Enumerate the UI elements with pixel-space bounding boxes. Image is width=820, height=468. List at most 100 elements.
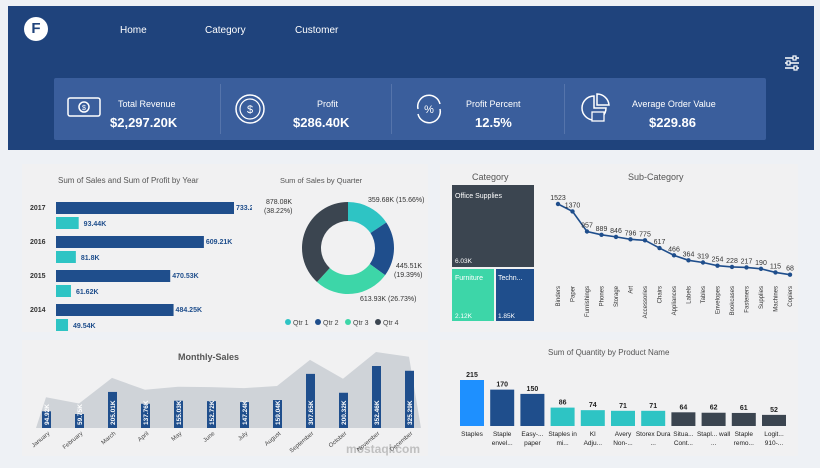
product-quantity-bar (731, 412, 756, 426)
product-tick-label: paper (524, 440, 541, 447)
subcategory-data-label: 254 (712, 257, 724, 264)
legend-marker (345, 319, 351, 325)
legend-marker (375, 319, 381, 325)
dashboard-header: F Home Category Customer $ Total Revenue… (8, 6, 814, 150)
monthly-data-label: 205.01K (110, 400, 117, 425)
profit-bar (56, 251, 76, 263)
subcategory-point (758, 266, 764, 271)
monthly-data-label: 307.65K (308, 400, 315, 425)
legend-label: Qtr 2 (323, 320, 339, 327)
category-title: Category (472, 172, 509, 182)
subcategory-point (744, 265, 749, 270)
brand-logo[interactable]: F (24, 17, 48, 41)
nav-home[interactable]: Home (120, 25, 147, 36)
filter-sliders-icon[interactable] (784, 55, 800, 71)
month-tick-label: February (62, 431, 84, 451)
year-tick-label: 2015 (30, 273, 46, 280)
monthly-sales-bar (372, 366, 381, 428)
profit-data-label: 49.54K (73, 323, 96, 330)
subcategory-tick-label: Chairs (658, 286, 664, 303)
year-chart-title: Sum of Sales and Sum of Profit by Year (58, 176, 199, 185)
product-data-label: 74 (589, 402, 597, 409)
product-tick-label: Staple (493, 431, 512, 438)
quarter-donut-chart[interactable]: 359.68K (15.66%) 445.51K (19.39%) 613.93K (… (252, 184, 428, 332)
subcategory-data-label: 115 (770, 263, 781, 270)
nav-category[interactable]: Category (205, 25, 246, 36)
subcategory-point (773, 270, 778, 275)
year-tick-label: 2014 (30, 307, 46, 314)
product-tick-label: remo... (734, 440, 754, 447)
product-quantity-chart[interactable]: 215 Staples 170 Staple envel... 150 Easy-... pa… (440, 340, 798, 456)
year-bar-chart[interactable]: 2017 733.22K 93.44K 2016 609.21K 81.8K 2015 470… (22, 190, 252, 350)
subcategory-point (642, 238, 648, 243)
subcategory-point (787, 272, 793, 277)
legend-label: Qtr 1 (293, 320, 309, 327)
kpi-profit: $ Profit $286.40K (221, 78, 391, 140)
subcategory-data-label: 364 (683, 251, 695, 258)
donut-data-label: 445.51K (396, 263, 422, 270)
treemap-category-label: Office Supplies (455, 193, 502, 200)
product-tick-label: ... (711, 440, 717, 447)
subcategory-data-label: 846 (610, 228, 622, 235)
profit-data-label: 93.44K (84, 221, 107, 228)
monthly-sales-bar (141, 403, 150, 428)
subcategory-tick-label: Bookcases (730, 286, 736, 315)
monthly-data-label: 159.04K (275, 400, 282, 425)
donut-data-label: 359.68K (15.66%) (368, 197, 424, 204)
monthly-sales-bar (339, 392, 348, 428)
product-data-label: 61 (740, 405, 748, 412)
profit-bar (56, 217, 79, 229)
treemap-category-label: Furniture (455, 275, 483, 282)
product-tick-label: Logit... (764, 431, 784, 438)
subcategory-line-chart[interactable]: 1523 Binders 1370 Paper 957 Furnishings 889 Pho… (544, 182, 796, 332)
legend-label: Qtr 4 (383, 320, 399, 327)
subcategory-data-label: 466 (668, 246, 680, 253)
product-quantity-bar (460, 380, 484, 426)
subcategory-tick-label: Storage (614, 285, 620, 307)
subcategory-tick-label: Appliances (672, 286, 678, 315)
watermark-text: mostaql.com (346, 442, 421, 456)
subcategory-point (584, 229, 590, 234)
subcategory-data-label: 190 (755, 260, 767, 267)
subcategory-data-label: 617 (654, 239, 666, 246)
subcategory-data-label: 228 (726, 258, 738, 265)
profit-bar (56, 285, 71, 297)
subcategory-point (671, 253, 677, 258)
sales-bar (56, 304, 174, 316)
kpi-average-order-value: Average Order Value $229.86 (565, 78, 766, 140)
product-quantity-bar (701, 412, 726, 426)
profit-data-label: 81.8K (81, 255, 100, 262)
subcategory-data-label: 1523 (550, 195, 566, 202)
monthly-sales-bar (42, 411, 51, 428)
product-tick-label: KI (590, 431, 596, 438)
monthly-data-label: 325.29K (407, 400, 414, 425)
subcategory-data-label: 1370 (565, 202, 581, 209)
monthly-data-label: 94.92K (44, 404, 51, 425)
product-tick-label: Easy-... (521, 431, 543, 438)
treemap-cell (452, 269, 494, 321)
subcategory-data-label: 775 (639, 231, 651, 238)
subcategory-point (555, 201, 561, 207)
dollar-coin-icon: $ (235, 94, 265, 124)
product-data-label: 86 (559, 400, 567, 407)
subcategory-point (729, 264, 735, 270)
product-tick-label: Stapl... wall (697, 431, 731, 438)
subcategory-point (715, 263, 720, 268)
cart-chart-icon (581, 93, 610, 122)
nav-customer[interactable]: Customer (295, 25, 339, 36)
subcategory-tick-label: Art (629, 286, 635, 294)
month-tick-label: September (289, 431, 315, 454)
kpi-total-revenue: $ Total Revenue $2,297.20K (54, 78, 220, 140)
product-quantity-bar (611, 410, 635, 426)
profit-bar (56, 319, 69, 331)
monthly-sales-bar (207, 401, 216, 428)
month-tick-label: April (137, 431, 150, 443)
subcategory-tick-label: Furnishings (585, 286, 591, 317)
donut-slice (369, 222, 394, 276)
product-tick-label: Staples (461, 431, 483, 438)
kpi-title: Average Order Value (632, 99, 716, 109)
product-tick-label: Storex Dura (636, 431, 671, 438)
monthly-sales-chart[interactable]: 94.92K January 59.75K February 205.01K March 1… (22, 340, 428, 456)
category-treemap[interactable]: Office Supplies 6.03K Furniture 2.12K Techn.… (452, 185, 536, 325)
profit-data-label: 61.62K (76, 289, 99, 296)
